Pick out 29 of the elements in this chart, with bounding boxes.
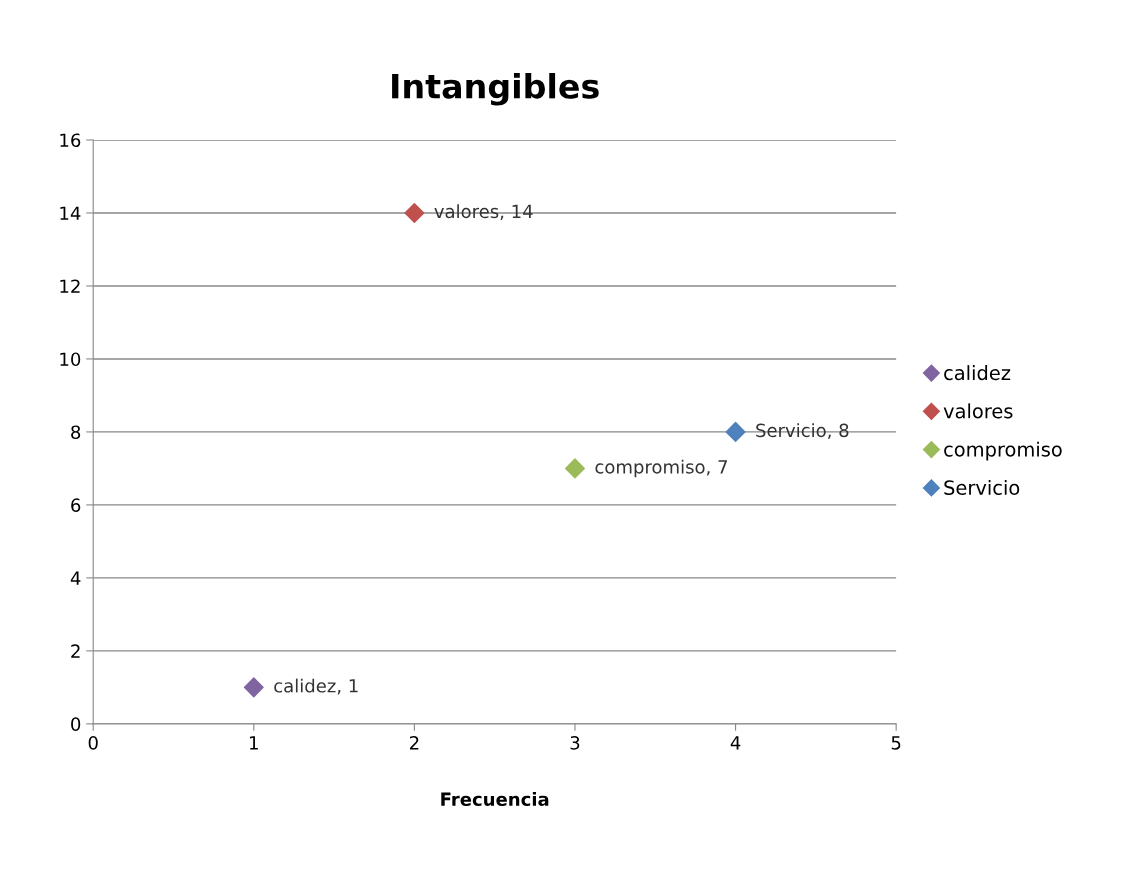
x-tick-label: 4 [730,736,741,750]
x-tick-label: 3 [570,735,580,750]
x-tick-label: 2 [409,735,419,750]
data-label: compromiso, 7 [595,459,727,478]
y-tick-label: 16 [60,133,81,148]
data-label: calidez, 1 [274,678,358,695]
chart-title: Intangibles [392,72,599,106]
y-tick-label: 6 [71,498,81,513]
y-tick-label: 14 [60,206,81,220]
y-tick-label: 12 [60,279,80,293]
data-label: Servicio, 8 [756,423,849,440]
point [404,202,425,223]
x-tick-label: 0 [88,735,98,750]
point [243,677,264,698]
point [564,458,585,479]
y-tick-label: 8 [71,425,81,440]
legend-label: calidez [944,365,1011,381]
point [725,421,746,442]
x-tick-label: 5 [891,736,901,750]
y-tick-label: 0 [71,717,81,731]
y-tick-label: 2 [71,644,80,658]
y-tick-label: 4 [70,571,81,585]
x-axis-title: Frecuencia [441,792,549,807]
x-tick-label: 1 [250,736,258,750]
legend-label: compromiso [944,441,1062,461]
legend-label: valores [943,403,1013,419]
y-tick-label: 10 [60,352,81,367]
legend-label: Servicio [944,479,1020,495]
data-label: valores, 14 [434,204,533,221]
